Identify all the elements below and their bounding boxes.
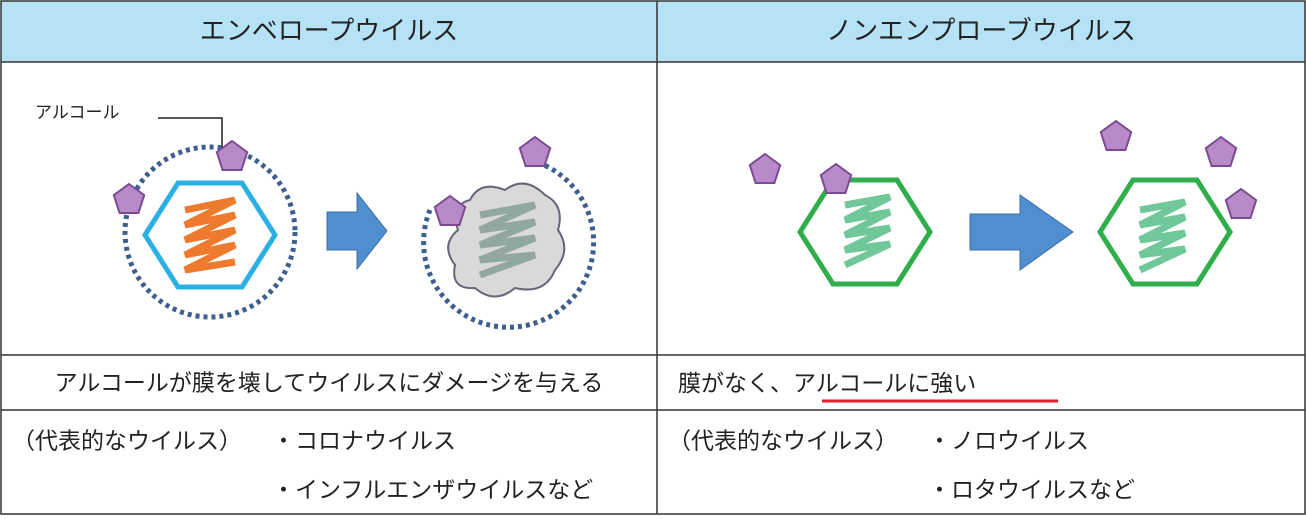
examples-label: （代表的なウイルス） (668, 429, 898, 455)
example-item: ・ノロウイルス (928, 429, 1089, 455)
description-text: 膜がなく、 (678, 371, 793, 397)
examples-label: （代表的なウイルス） (12, 429, 242, 455)
example-item: ・コロナウイルス (272, 429, 456, 455)
description-emphasis: アルコールに強い (793, 371, 976, 397)
envelope-diagram: アルコール (35, 103, 597, 330)
example-item: ・ロタウイルスなど (928, 478, 1135, 504)
header-bg (1, 1, 1305, 62)
description: 膜がなく、アルコールに強い (678, 371, 976, 397)
header: エンベロープウイルス (200, 17, 458, 47)
alcohol-label: アルコール (35, 103, 120, 123)
header: ノンエンプローブウイルス (826, 17, 1136, 47)
example-item: ・インフルエンザウイルスなど (272, 478, 593, 504)
non-envelope-diagram (748, 120, 1258, 284)
description: アルコールが膜を壊してウイルスにダメージを与える (55, 371, 604, 397)
